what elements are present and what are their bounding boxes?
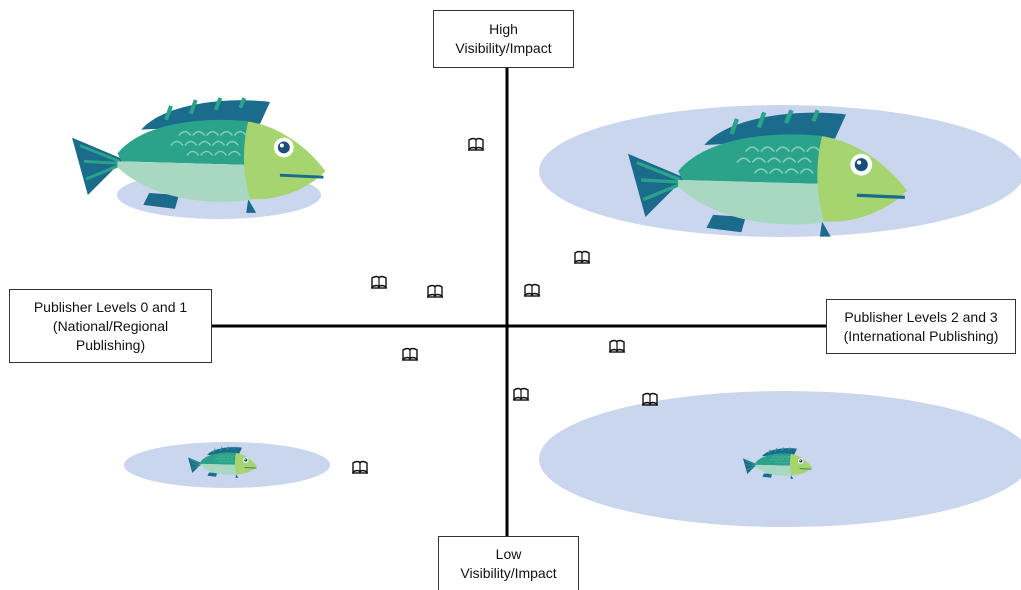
open-book-icon	[467, 137, 485, 151]
axis-label-levels-2-3: Publisher Levels 2 and 3 (International …	[826, 299, 1016, 354]
axis-label-line: High	[489, 21, 518, 37]
open-book-icon	[512, 387, 530, 401]
axis-label-line: Publisher Levels 2 and 3	[844, 308, 998, 325]
open-book-icon	[641, 392, 659, 406]
open-book-icon	[401, 347, 419, 361]
axis-label-line: (National/Regional	[52, 317, 169, 334]
axis-label-line: Publishing)	[75, 336, 146, 353]
open-book-icon	[608, 339, 626, 353]
axis-label-high-visibility: High Visibility/Impact	[433, 10, 574, 68]
axis-label-low-visibility: Low Visibility/Impact	[438, 536, 579, 590]
axis-label-line: Visibility/Impact	[455, 40, 552, 56]
open-book-icon	[573, 250, 591, 264]
open-book-icon	[426, 284, 444, 298]
axis-label-levels-0-1: Publisher Levels 0 and 1 (National/Regio…	[9, 289, 212, 363]
axis-label-line: Low	[495, 545, 522, 562]
axis-label-line: Visibility/Impact	[460, 564, 557, 581]
axis-label-line: Publisher Levels 0 and 1	[33, 298, 188, 315]
open-book-icon	[370, 275, 388, 289]
open-book-icon	[523, 283, 541, 297]
axis-label-line: (International Publishing)	[843, 327, 999, 344]
open-book-icon	[351, 460, 369, 474]
